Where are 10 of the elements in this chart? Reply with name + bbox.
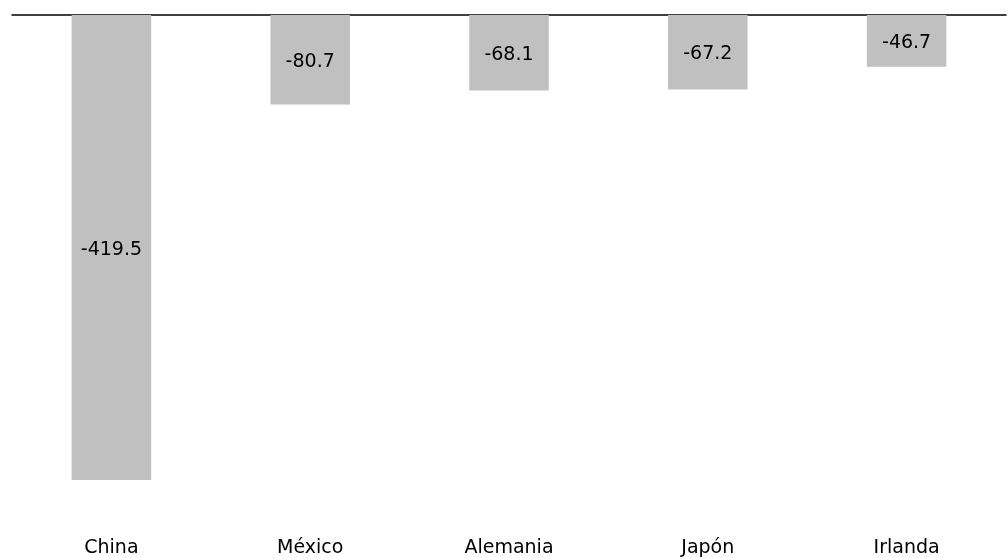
x-tick-label: Irlanda: [873, 534, 940, 557]
data-label: -68.1: [484, 41, 534, 64]
x-tick-label: Japón: [680, 534, 735, 557]
data-label: -46.7: [882, 29, 932, 52]
data-label: -67.2: [683, 41, 733, 64]
data-label: -80.7: [285, 48, 335, 71]
x-tick-label: México: [277, 534, 344, 557]
data-label: -419.5: [80, 236, 143, 259]
x-tick-label: Alemania: [464, 534, 554, 557]
x-tick-label: China: [84, 534, 139, 557]
